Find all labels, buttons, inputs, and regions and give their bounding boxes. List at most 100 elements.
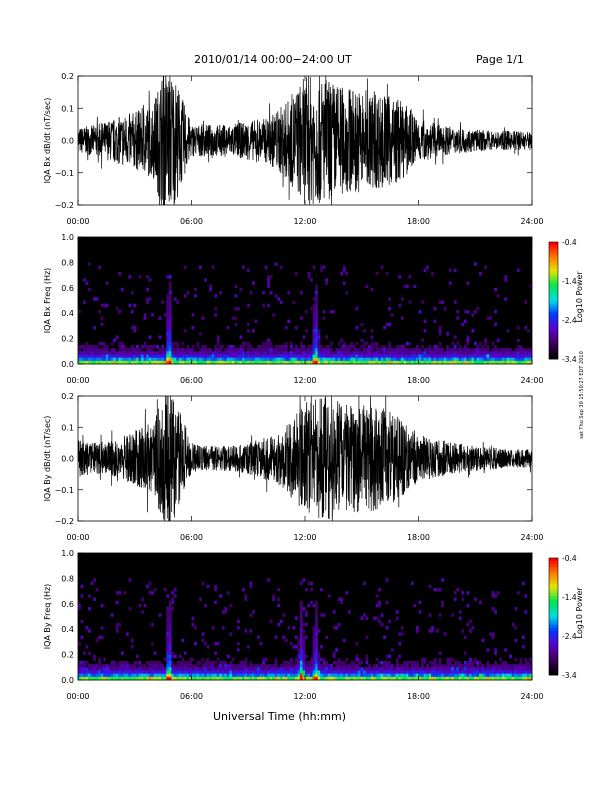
heatmap-cell xyxy=(156,357,160,362)
heatmap-cell xyxy=(120,354,124,358)
heatmap-cell xyxy=(448,351,452,355)
heatmap-cell xyxy=(209,287,212,292)
heatmap-cell xyxy=(78,360,81,365)
heatmap-cell xyxy=(418,348,422,352)
heatmap-cell xyxy=(486,648,490,652)
heatmap-cell xyxy=(214,354,218,358)
heatmap-cell xyxy=(277,297,281,301)
heatmap-cell xyxy=(395,673,399,678)
heatmap-cell xyxy=(274,360,278,365)
heatmap-cell xyxy=(148,667,152,671)
heatmap-cell xyxy=(426,667,429,671)
heatmap-cell xyxy=(168,360,172,365)
heatmap-cell xyxy=(173,360,177,365)
heatmap-cell xyxy=(466,673,470,678)
heatmap-cell xyxy=(360,351,364,355)
heatmap-cell xyxy=(312,664,316,668)
heatmap-cell xyxy=(85,360,89,365)
heatmap-cell xyxy=(529,657,533,662)
colorbar-swatch xyxy=(549,616,558,620)
heatmap-cell xyxy=(138,676,142,681)
heatmap-cell xyxy=(93,667,96,671)
heatmap-cell xyxy=(312,654,316,659)
heatmap-cell xyxy=(93,360,96,365)
heatmap-cell xyxy=(489,632,492,636)
heatmap-cell xyxy=(307,581,311,586)
heatmap-cell xyxy=(322,348,326,352)
y-axis-title: IQA By Freq (Hz) xyxy=(43,584,52,650)
heatmap-cell xyxy=(88,606,91,611)
heatmap-cell xyxy=(183,660,187,665)
heatmap-cell xyxy=(491,673,495,678)
colorbar-title: Log10 Power xyxy=(575,271,584,323)
heatmap-cell xyxy=(239,287,243,292)
heatmap-cell xyxy=(458,660,462,665)
colorbar-swatch xyxy=(549,584,558,588)
heatmap-cell xyxy=(128,354,132,358)
heatmap-cell xyxy=(335,354,339,358)
heatmap-cell xyxy=(128,606,132,611)
heatmap-cell xyxy=(375,341,379,346)
heatmap-cell xyxy=(83,344,86,349)
heatmap-cell xyxy=(410,581,414,586)
heatmap-cell xyxy=(302,335,306,339)
heatmap-cell xyxy=(423,348,427,352)
heatmap-cell xyxy=(249,354,253,358)
heatmap-cell xyxy=(148,670,152,674)
heatmap-cell xyxy=(315,626,318,630)
heatmap-cell xyxy=(113,357,117,362)
heatmap-cell xyxy=(461,348,465,352)
heatmap-cell xyxy=(279,357,283,362)
heatmap-cell xyxy=(305,610,308,614)
heatmap-cell xyxy=(186,667,190,671)
heatmap-cell xyxy=(166,275,170,279)
heatmap-cell xyxy=(479,341,482,346)
heatmap-cell xyxy=(330,310,334,314)
heatmap-cell xyxy=(244,676,248,681)
heatmap-cell xyxy=(335,673,339,678)
heatmap-cell xyxy=(355,641,359,646)
heatmap-cell xyxy=(241,265,245,270)
heatmap-cell xyxy=(524,354,528,358)
heatmap-cell xyxy=(479,348,482,352)
heatmap-cell xyxy=(337,354,341,358)
heatmap-cell xyxy=(161,673,165,678)
heatmap-cell xyxy=(302,676,306,681)
heatmap-cell xyxy=(350,357,354,362)
heatmap-cell xyxy=(479,357,482,362)
heatmap-cell xyxy=(156,360,160,365)
heatmap-cell xyxy=(363,341,366,346)
heatmap-cell xyxy=(438,354,442,358)
colorbar-swatch xyxy=(549,566,558,571)
heatmap-cell xyxy=(312,348,316,352)
heatmap-cell xyxy=(153,664,157,668)
heatmap-cell xyxy=(320,613,323,617)
heatmap-cell xyxy=(340,673,344,678)
heatmap-cell xyxy=(473,657,477,662)
heatmap-cell xyxy=(350,673,354,678)
heatmap-cell xyxy=(398,641,402,646)
heatmap-cell xyxy=(294,635,298,640)
heatmap-cell xyxy=(433,664,437,668)
heatmap-cell xyxy=(206,676,210,681)
heatmap-cell xyxy=(287,676,291,681)
heatmap-cell xyxy=(166,635,170,640)
heatmap-cell xyxy=(368,667,371,671)
heatmap-cell xyxy=(380,673,384,678)
heatmap-cell xyxy=(269,676,273,681)
heatmap-cell xyxy=(98,265,101,270)
heatmap-cell xyxy=(289,351,293,355)
heatmap-cell xyxy=(350,664,354,668)
heatmap-cell xyxy=(388,354,392,358)
heatmap-cell xyxy=(325,360,328,365)
heatmap-cell xyxy=(130,290,134,295)
heatmap-cell xyxy=(491,632,495,636)
heatmap-cell xyxy=(181,667,185,671)
heatmap-cell xyxy=(315,670,318,674)
heatmap-cell xyxy=(368,360,371,365)
heatmap-cell xyxy=(244,351,248,355)
heatmap-cell xyxy=(181,354,185,358)
heatmap-cell xyxy=(378,348,381,352)
heatmap-cell xyxy=(302,357,306,362)
heatmap-cell xyxy=(494,322,497,327)
